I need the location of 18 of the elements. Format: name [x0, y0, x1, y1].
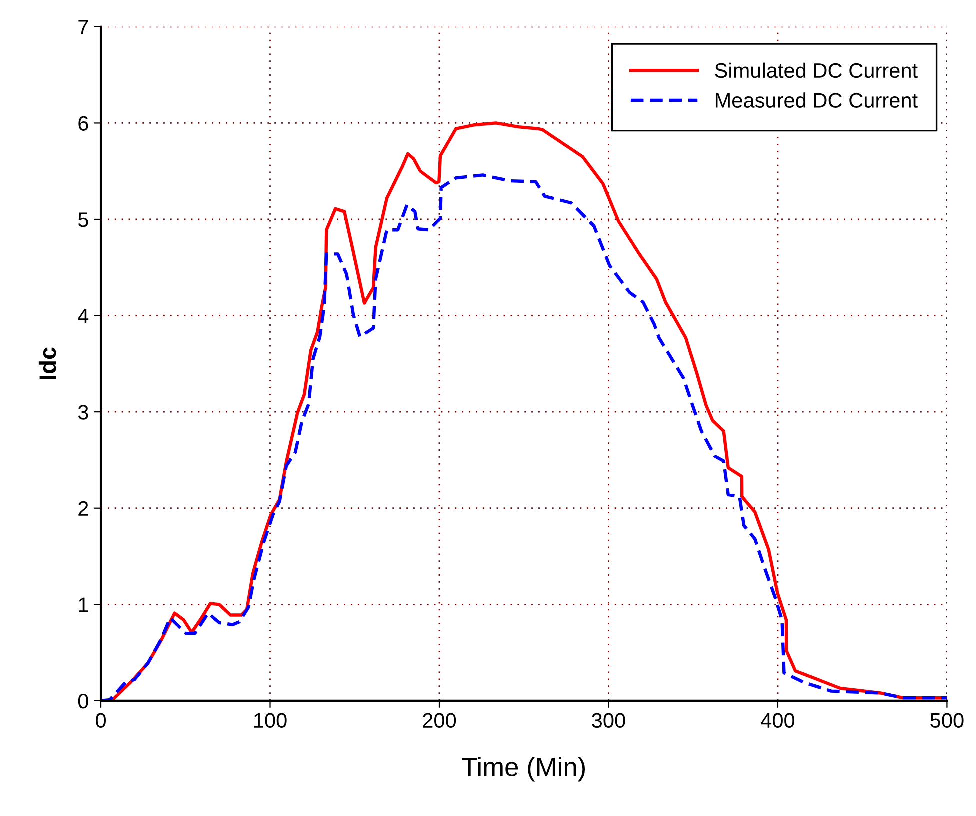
x-tick-label: 400 — [761, 713, 795, 728]
y-tick-label: 1 — [79, 598, 88, 612]
y-axis-title: Idc — [38, 348, 56, 380]
x-tick-label: 200 — [423, 713, 456, 728]
x-axis-title: Time (Min) — [462, 757, 586, 782]
y-tick-label: 0 — [78, 694, 88, 709]
y-tick-label: 4 — [78, 309, 89, 324]
y-tick-label: 5 — [78, 212, 88, 228]
x-tick-label: 100 — [254, 713, 287, 728]
y-tick-label: 6 — [78, 116, 88, 131]
x-tick-label: 300 — [592, 713, 626, 728]
y-tick-label: 7 — [78, 20, 88, 34]
y-tick-label: 2 — [78, 501, 88, 516]
y-tick-label: 3 — [78, 405, 88, 420]
legend-label: Simulated DC Current — [715, 62, 918, 78]
x-tick-label: 0 — [96, 713, 106, 728]
legend-label: Measured DC Current — [716, 92, 918, 108]
x-tick-label: 500 — [930, 713, 964, 728]
